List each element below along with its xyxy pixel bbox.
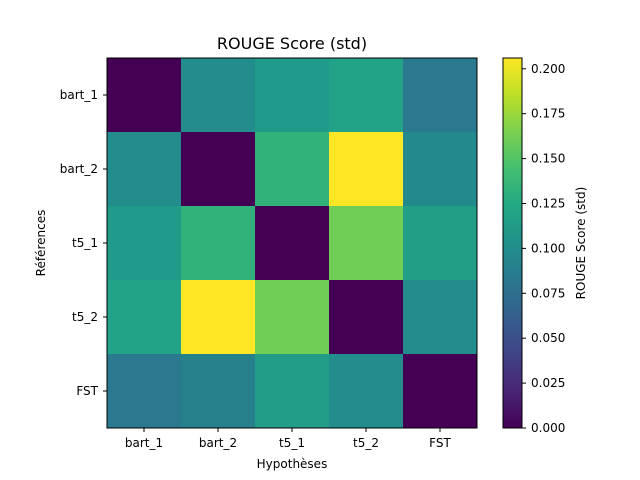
x-axis-ticks: bart_1 bart_2 t5_1 t5_2 FST (125, 428, 451, 450)
colorbar-tick-label: 0.150 (531, 152, 565, 166)
heatmap-cell (107, 206, 182, 281)
heatmap-cell (403, 58, 478, 133)
y-tick-label: bart_2 (60, 162, 98, 176)
colorbar-tick-label: 0.175 (531, 107, 565, 121)
colorbar-tick-label: 0.075 (531, 286, 565, 300)
heatmap-cell (403, 280, 478, 355)
heatmap-cell (255, 280, 330, 355)
colorbar-tick-label: 0.000 (531, 421, 565, 435)
colorbar-tick-label: 0.125 (531, 196, 565, 210)
heatmap-cell (329, 280, 404, 355)
colorbar (503, 58, 522, 428)
heatmap-cell (107, 354, 182, 429)
heatmap-cell (329, 354, 404, 429)
heatmap-cell (403, 132, 478, 207)
heatmap-cell (181, 206, 256, 281)
heatmap-cell (107, 280, 182, 355)
heatmap-cell (107, 132, 182, 207)
chart-title: ROUGE Score (std) (217, 34, 367, 53)
colorbar-tick-label: 0.025 (531, 376, 565, 390)
colorbar-frame (502, 57, 523, 429)
x-tick-label: bart_1 (125, 436, 163, 450)
heatmap-cell (255, 354, 330, 429)
colorbar-tick-label: 0.050 (531, 331, 565, 345)
y-tick-label: bart_1 (60, 88, 98, 102)
x-tick-label: t5_1 (279, 436, 305, 450)
heatmap-cell (181, 132, 256, 207)
heatmap-cell (255, 206, 330, 281)
y-tick-label: t5_1 (72, 236, 98, 250)
colorbar-tick-label: 0.100 (531, 241, 565, 255)
x-tick-label: FST (429, 436, 451, 450)
colorbar-tick-label: 0.200 (531, 62, 565, 76)
x-axis-label: Hypothèses (257, 457, 328, 471)
heatmap-cell (181, 354, 256, 429)
heatmap-cell (107, 58, 182, 133)
colorbar-ticks: 0.000 0.025 0.050 0.075 0.100 0.125 0.150 0.175… (522, 62, 565, 435)
heatmap-cell (403, 354, 478, 429)
y-axis-ticks: bart_1 bart_2 t5_1 t5_2 FST (60, 88, 107, 398)
heatmap-cell (329, 132, 404, 207)
y-axis-label: Références (34, 210, 48, 277)
heatmap-cell (403, 206, 478, 281)
heatmap-cell (181, 58, 256, 133)
x-tick-label: bart_2 (199, 436, 237, 450)
x-tick-label: t5_2 (353, 436, 379, 450)
colorbar-label: ROUGE Score (std) (574, 187, 588, 300)
heatmap-cells (107, 58, 478, 429)
heatmap-cell (329, 58, 404, 133)
y-tick-label: t5_2 (72, 310, 98, 324)
heatmap-cell (329, 206, 404, 281)
heatmap-cell (181, 280, 256, 355)
y-tick-label: FST (76, 384, 98, 398)
heatmap-cell (255, 132, 330, 207)
heatmap-cell (255, 58, 330, 133)
